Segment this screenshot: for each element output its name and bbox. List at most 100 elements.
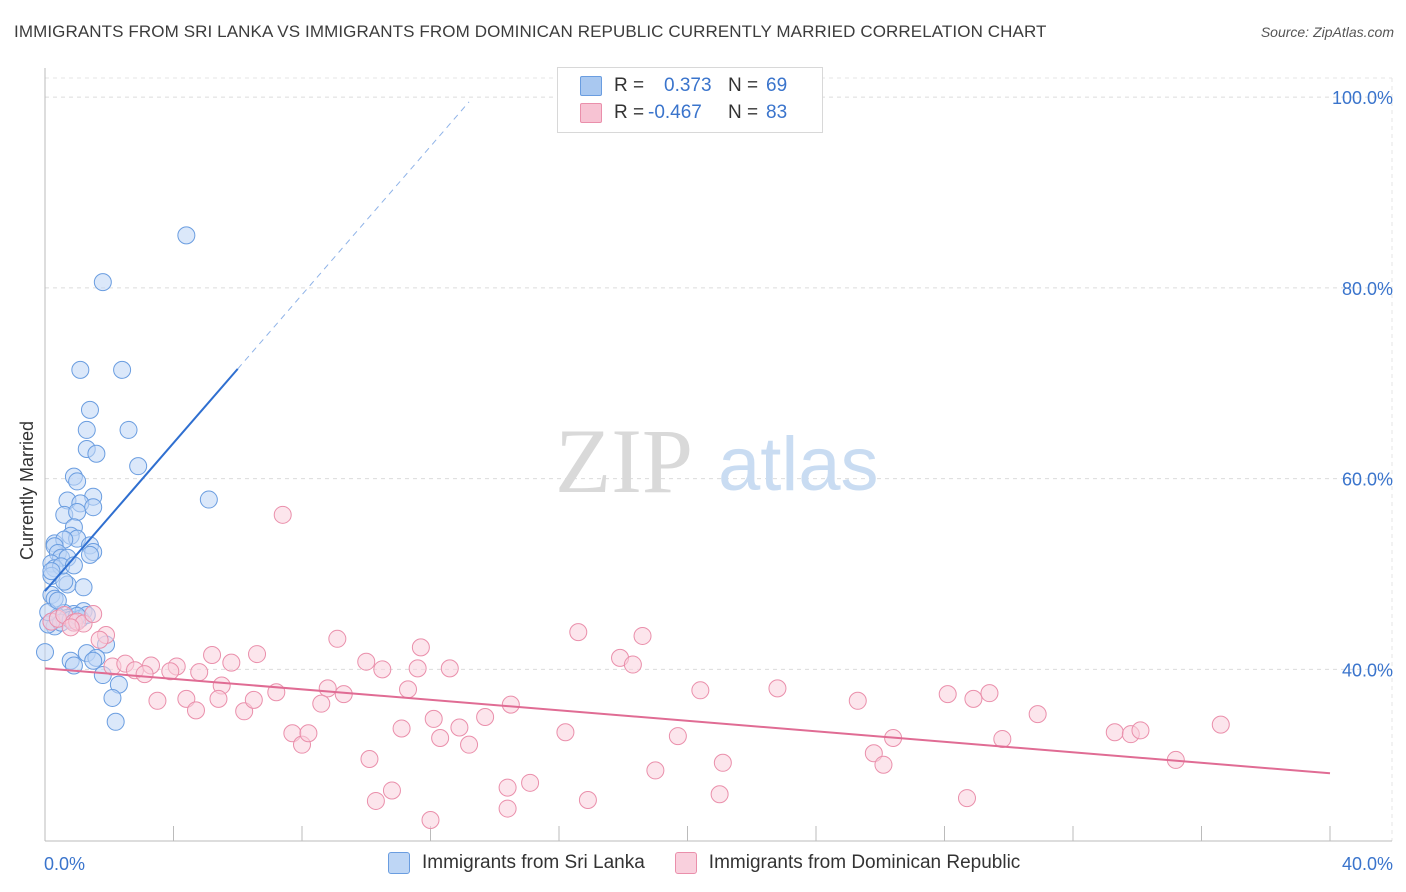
- watermark-atlas: atlas: [718, 422, 879, 507]
- point-sri-lanka: [80, 400, 99, 419]
- point-sri-lanka: [177, 226, 196, 245]
- point-dominican: [411, 638, 430, 657]
- point-dominican: [135, 665, 154, 684]
- point-sri-lanka: [199, 490, 218, 509]
- point-dominican: [61, 618, 80, 637]
- y-tick-label: 60.0%: [1342, 470, 1393, 490]
- legend-swatch-sri-lanka: [388, 852, 410, 874]
- point-dominican: [90, 630, 109, 649]
- point-dominican: [424, 709, 443, 728]
- point-dominican: [476, 708, 495, 727]
- point-dominican: [328, 629, 347, 648]
- point-sri-lanka: [71, 360, 90, 379]
- point-sri-lanka: [36, 643, 54, 662]
- point-sri-lanka: [119, 420, 138, 439]
- legend-row-dominican: R = -0.467 N = 83: [580, 101, 787, 125]
- point-dominican: [578, 790, 597, 809]
- point-dominican: [957, 789, 976, 808]
- trend-line-sri-lanka-extension: [237, 101, 470, 370]
- point-dominican: [382, 781, 401, 800]
- point-dominican: [366, 791, 385, 810]
- point-dominican: [498, 799, 517, 818]
- point-dominican: [710, 785, 729, 804]
- point-dominican: [980, 684, 999, 703]
- watermark: ZIP atlas: [555, 410, 879, 512]
- point-dominican: [501, 695, 520, 714]
- axes: [44, 68, 1392, 842]
- point-dominican: [633, 626, 652, 645]
- point-dominican: [993, 729, 1012, 748]
- y-tick-label: 40.0%: [1342, 660, 1393, 680]
- point-dominican: [1131, 721, 1150, 740]
- legend-n-label: N =: [728, 102, 759, 123]
- point-dominican: [691, 681, 710, 700]
- legend-r-label: R =: [614, 75, 645, 96]
- legend-swatch-dominican: [580, 103, 602, 123]
- y-tick-label: 80.0%: [1342, 279, 1393, 299]
- y-axis-label: Currently Married: [17, 420, 37, 560]
- point-dominican: [874, 755, 893, 774]
- series-legend: Immigrants from Sri Lanka Immigrants fro…: [388, 852, 1050, 874]
- point-dominican: [248, 645, 267, 664]
- point-sri-lanka: [103, 688, 122, 707]
- point-sri-lanka: [68, 502, 87, 521]
- source-value: ZipAtlas.com: [1313, 24, 1394, 40]
- point-sri-lanka: [80, 545, 99, 564]
- point-dominican: [148, 691, 167, 710]
- point-dominican: [556, 723, 575, 742]
- point-dominican: [203, 646, 222, 665]
- point-sri-lanka: [68, 472, 87, 491]
- legend-label-sri-lanka: Immigrants from Sri Lanka: [422, 852, 645, 873]
- point-dominican: [373, 660, 392, 679]
- point-dominican: [450, 718, 469, 737]
- point-dominican: [460, 735, 479, 754]
- legend-n-value: 83: [766, 102, 788, 123]
- point-dominican: [312, 694, 331, 713]
- point-sri-lanka: [106, 712, 125, 731]
- point-dominican: [222, 653, 241, 672]
- point-dominican: [84, 605, 103, 624]
- legend-item-sri-lanka[interactable]: Immigrants from Sri Lanka: [388, 852, 645, 874]
- point-dominican: [623, 655, 642, 674]
- point-sri-lanka: [87, 444, 106, 463]
- point-dominican: [848, 691, 867, 710]
- point-sri-lanka: [84, 498, 103, 517]
- point-dominican: [431, 728, 450, 747]
- legend-swatch-dominican: [674, 852, 697, 874]
- point-dominican: [186, 701, 205, 720]
- correlation-legend: R = 0.373 N = 69 R = -0.467 N = 83: [557, 67, 823, 133]
- point-dominican: [318, 679, 337, 698]
- point-dominican: [713, 753, 732, 772]
- tick-labels: 40.0% 60.0% 80.0% 100.0% 0.0% 40.0%: [44, 88, 1393, 874]
- point-dominican: [244, 690, 263, 709]
- legend-n-label: N =: [728, 75, 759, 96]
- point-dominican: [646, 761, 665, 780]
- point-dominican: [938, 685, 957, 704]
- x-tick-label: 0.0%: [44, 854, 85, 874]
- point-sri-lanka: [93, 273, 112, 292]
- legend-row-sri-lanka: R = 0.373 N = 69: [580, 74, 787, 98]
- trend-line-dominican: [44, 667, 1331, 775]
- point-sri-lanka: [55, 572, 74, 591]
- point-dominican: [440, 659, 459, 678]
- point-sri-lanka: [77, 420, 96, 439]
- x-tick-label: 40.0%: [1342, 854, 1393, 874]
- point-dominican: [273, 505, 292, 524]
- legend-label-dominican: Immigrants from Dominican Republic: [708, 852, 1021, 873]
- chart-title: IMMIGRANTS FROM SRI LANKA VS IMMIGRANTS …: [14, 22, 1047, 41]
- point-dominican: [1211, 715, 1230, 734]
- point-dominican: [357, 652, 376, 671]
- legend-r-value: 0.373: [664, 75, 712, 96]
- y-tick-label: 100.0%: [1332, 88, 1393, 108]
- point-dominican: [399, 680, 418, 699]
- point-dominican: [668, 727, 687, 746]
- point-dominican: [964, 689, 983, 708]
- point-sri-lanka: [42, 562, 61, 581]
- point-dominican: [521, 773, 540, 792]
- watermark-zip: ZIP: [555, 410, 693, 512]
- source-attribution: Source: ZipAtlas.com: [1261, 24, 1394, 40]
- legend-item-dominican[interactable]: Immigrants from Dominican Republic: [674, 852, 1021, 874]
- point-dominican: [299, 724, 318, 743]
- point-sri-lanka: [84, 651, 103, 670]
